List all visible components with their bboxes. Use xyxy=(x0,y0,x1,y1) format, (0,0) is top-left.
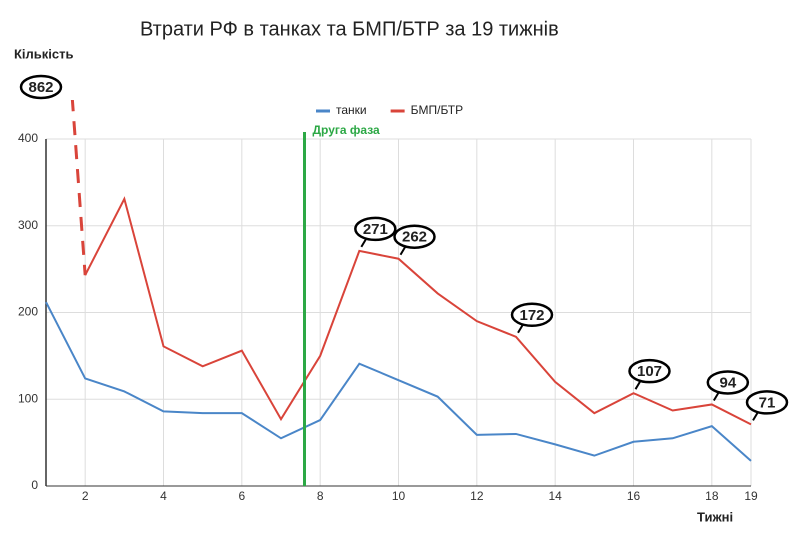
series-line xyxy=(84,196,752,426)
legend-label: БМП/БТР xyxy=(411,103,464,117)
y-tick-label: 0 xyxy=(31,478,38,492)
x-tick-label: 14 xyxy=(548,489,562,503)
chart-title: Втрати РФ в танках та БМП/БТР за 19 тижн… xyxy=(140,18,559,40)
y-axis-label: Кількість xyxy=(14,46,74,61)
x-tick-label: 6 xyxy=(238,489,245,503)
label-circle xyxy=(745,390,789,415)
label-circle xyxy=(393,224,436,249)
y-tick-label: 300 xyxy=(18,218,38,232)
label-circle xyxy=(354,216,397,242)
phase-label: Друга фаза xyxy=(313,123,381,137)
y-tick-label: 100 xyxy=(18,391,38,405)
x-tick-label: 2 xyxy=(82,489,89,503)
data-label: 262 xyxy=(402,229,427,246)
label-circle xyxy=(19,74,63,100)
label-circle xyxy=(706,370,750,395)
x-tick-label: 19 xyxy=(744,489,758,503)
off-scale-segment xyxy=(70,100,87,276)
y-tick-label: 200 xyxy=(18,305,38,319)
data-label: 271 xyxy=(363,221,388,238)
y-tick-label: 400 xyxy=(18,131,38,145)
series-line xyxy=(45,301,752,462)
data-label: 172 xyxy=(519,307,544,324)
x-tick-label: 8 xyxy=(317,489,324,503)
legend-label: танки xyxy=(336,103,367,117)
x-tick-label: 12 xyxy=(470,489,484,503)
data-label: 94 xyxy=(719,374,736,391)
x-tick-label: 10 xyxy=(392,489,406,503)
x-axis-label: Тижні xyxy=(697,509,733,524)
data-label: 71 xyxy=(759,394,776,411)
label-circle xyxy=(510,302,554,328)
x-tick-label: 18 xyxy=(705,489,719,503)
data-label: 107 xyxy=(637,363,662,380)
x-tick-label: 4 xyxy=(160,489,167,503)
data-label: 862 xyxy=(28,79,53,96)
x-tick-label: 16 xyxy=(627,489,641,503)
label-circle xyxy=(628,358,671,384)
